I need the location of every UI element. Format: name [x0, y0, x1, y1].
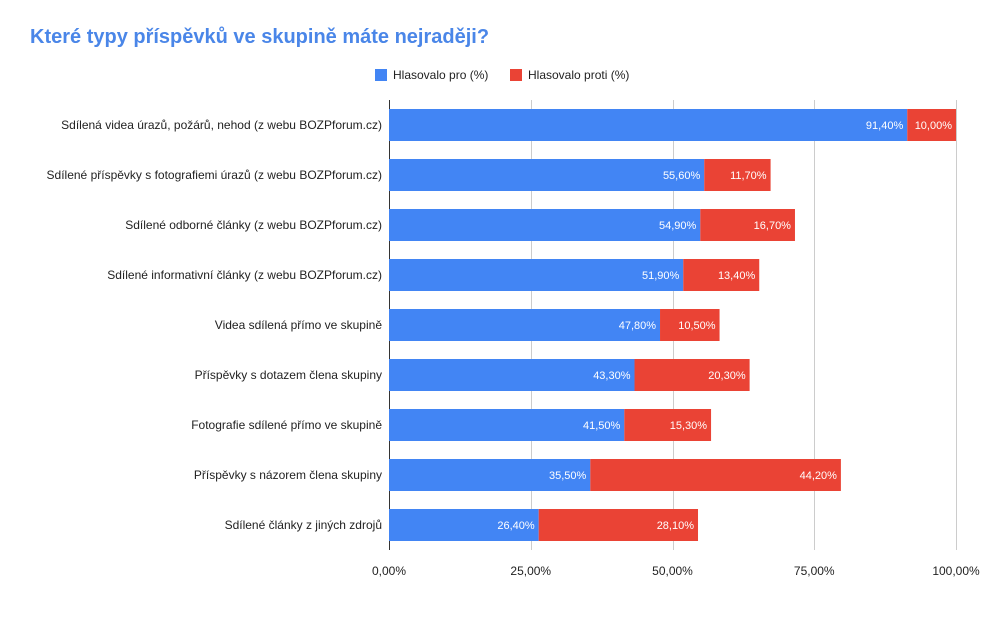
bar-pro [389, 109, 908, 141]
data-label-pro: 41,50% [583, 420, 621, 432]
bar-pro [389, 159, 705, 191]
x-tick-label: 25,00% [510, 564, 551, 578]
data-label-pro: 55,60% [663, 170, 701, 182]
data-label-pro: 54,90% [659, 220, 697, 232]
data-label-pro: 43,30% [593, 370, 631, 382]
legend-label-proti: Hlasovalo proti (%) [528, 68, 630, 82]
bar-proti [683, 259, 760, 291]
legend-item-proti: Hlasovalo proti (%) [510, 68, 629, 82]
data-label-proti: 28,10% [657, 520, 695, 532]
legend-swatch-pro [375, 69, 387, 81]
bar-pro [389, 459, 591, 491]
x-tick-label: 0,00% [372, 564, 406, 578]
data-label-pro: 91,40% [866, 120, 904, 132]
data-label-proti: 11,70% [730, 170, 767, 182]
category-label: Sdílené příspěvky s fotografiemi úrazů (… [47, 168, 382, 182]
legend-swatch-proti [510, 69, 522, 81]
bar-proti [700, 209, 795, 241]
bar-proti [538, 509, 699, 541]
category-label: Videa sdílená přímo ve skupině [215, 318, 383, 332]
category-label: Fotografie sdílené přímo ve skupině [191, 418, 382, 432]
category-label: Příspěvky s názorem člena skupiny [194, 468, 382, 482]
data-label-proti: 13,40% [718, 270, 756, 282]
data-label-proti: 44,20% [800, 470, 838, 482]
category-label: Sdílené odborné články (z webu BOZPforum… [125, 218, 382, 232]
data-label-pro: 51,90% [642, 270, 680, 282]
legend-label-pro: Hlasovalo pro (%) [393, 68, 489, 82]
data-label-proti: 10,00% [915, 120, 953, 132]
x-tick-label: 75,00% [794, 564, 835, 578]
chart-title: Které typy příspěvků ve skupině máte nej… [30, 26, 490, 48]
bar-proti [624, 409, 712, 441]
data-label-pro: 26,40% [497, 520, 535, 532]
x-tick-label: 50,00% [652, 564, 693, 578]
data-label-pro: 47,80% [619, 320, 657, 332]
x-tick-label: 100,00% [932, 564, 980, 578]
category-label: Příspěvky s dotazem člena skupiny [195, 368, 382, 382]
legend: Hlasovalo pro (%) Hlasovalo proti (%) [0, 68, 1006, 86]
data-label-proti: 16,70% [754, 220, 792, 232]
bar-proti [907, 109, 956, 141]
category-label: Sdílené informativní články (z webu BOZP… [107, 268, 382, 282]
data-label-pro: 35,50% [549, 470, 587, 482]
bar-pro [389, 359, 635, 391]
bar-pro [389, 209, 701, 241]
data-label-proti: 15,30% [670, 420, 708, 432]
legend-item-pro: Hlasovalo pro (%) [375, 68, 488, 82]
bar-pro [389, 409, 625, 441]
bar-pro [389, 309, 661, 341]
bar-pro [389, 509, 539, 541]
bar-proti [660, 309, 720, 341]
bar-proti [704, 159, 771, 191]
bar-proti [590, 459, 841, 491]
category-label: Sdílené články z jiných zdrojů [225, 518, 382, 532]
bar-proti [634, 359, 750, 391]
data-label-proti: 20,30% [708, 370, 746, 382]
category-label: Sdílená videa úrazů, požárů, nehod (z we… [61, 118, 382, 132]
bar-pro [389, 259, 684, 291]
data-label-proti: 10,50% [678, 320, 716, 332]
